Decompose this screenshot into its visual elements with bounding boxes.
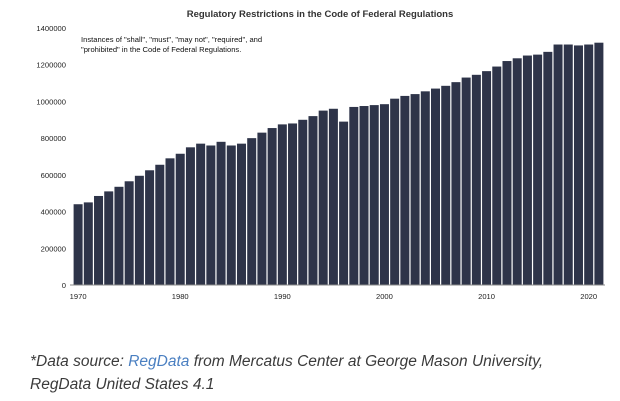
bar-2018 xyxy=(563,44,573,285)
source-prefix: *Data source: xyxy=(30,353,129,370)
bar-1996 xyxy=(339,121,349,286)
bar-1970 xyxy=(73,204,83,285)
bar-2006 xyxy=(441,85,451,285)
bar-1991 xyxy=(288,123,298,286)
x-tick-label: 2000 xyxy=(376,292,393,301)
bar-1979 xyxy=(165,158,175,285)
x-tick-label: 1980 xyxy=(172,292,189,301)
y-tick-label: 600000 xyxy=(41,171,66,180)
x-tick-label: 1970 xyxy=(70,292,87,301)
chart-title: Regulatory Restrictions in the Code of F… xyxy=(187,9,454,20)
bar-1995 xyxy=(328,108,338,286)
bar-2001 xyxy=(390,98,400,286)
bar-1972 xyxy=(94,195,104,285)
bar-1989 xyxy=(267,128,277,285)
bar-2014 xyxy=(522,55,532,285)
bar-1982 xyxy=(196,143,206,285)
x-tick-label: 1990 xyxy=(274,292,291,301)
bar-2000 xyxy=(379,104,389,286)
bar-1974 xyxy=(114,186,124,285)
bar-2019 xyxy=(573,45,583,285)
bar-1999 xyxy=(369,105,379,285)
bar-2004 xyxy=(420,91,430,285)
x-axis: 1970 1980 1990 2000 2010 2020 xyxy=(70,292,597,301)
y-tick-label: 1000000 xyxy=(36,97,66,106)
bar-1975 xyxy=(124,181,134,285)
bar-2016 xyxy=(543,51,553,285)
data-source-note: *Data source: RegData from Mercatus Cent… xyxy=(30,350,610,396)
bar-1988 xyxy=(257,132,267,285)
bar-1984 xyxy=(216,141,226,285)
bar-1980 xyxy=(175,153,185,285)
source-line-1: *Data source: RegData from Mercatus Cent… xyxy=(30,350,610,373)
bar-series xyxy=(73,42,604,286)
bar-2005 xyxy=(431,88,441,285)
y-tick-label: 200000 xyxy=(41,244,66,253)
bar-1994 xyxy=(318,110,328,285)
bar-2021 xyxy=(594,42,604,285)
bar-2015 xyxy=(533,54,543,286)
x-tick-label: 2010 xyxy=(478,292,495,301)
bar-2007 xyxy=(451,82,461,286)
bar-2008 xyxy=(461,77,471,285)
source-middle: from Mercatus Center at George Mason Uni… xyxy=(189,353,544,370)
bar-1990 xyxy=(277,124,287,286)
bar-chart: Regulatory Restrictions in the Code of F… xyxy=(36,9,605,301)
bar-2002 xyxy=(400,95,410,285)
bar-1986 xyxy=(236,143,246,285)
y-tick-label: 1200000 xyxy=(36,61,66,70)
bar-1971 xyxy=(83,202,93,285)
bar-2009 xyxy=(471,74,481,285)
bar-1985 xyxy=(226,145,236,285)
bar-1987 xyxy=(247,138,257,285)
y-tick-label: 0 xyxy=(62,281,66,290)
bar-1983 xyxy=(206,145,216,285)
bar-1973 xyxy=(104,191,114,285)
x-tick-label: 2020 xyxy=(580,292,597,301)
bar-1993 xyxy=(308,116,318,285)
bar-1978 xyxy=(155,164,165,285)
bar-1981 xyxy=(185,147,195,285)
y-axis: 0 200000 400000 600000 800000 1000000 1200000 1… xyxy=(36,24,66,290)
bar-2017 xyxy=(553,44,563,285)
annotation-line-1: Instances of "shall", "must", "may not",… xyxy=(81,35,262,44)
bar-2003 xyxy=(410,94,420,285)
bar-1998 xyxy=(359,106,369,286)
y-tick-label: 400000 xyxy=(41,208,66,217)
bar-2013 xyxy=(512,58,522,285)
bar-2010 xyxy=(482,71,492,285)
bar-1992 xyxy=(298,119,308,285)
y-tick-label: 1400000 xyxy=(36,24,66,33)
bar-2020 xyxy=(584,44,594,285)
chart-annotation: Instances of "shall", "must", "may not",… xyxy=(81,35,262,54)
bar-2012 xyxy=(502,61,512,285)
bar-1997 xyxy=(349,106,359,285)
bar-1976 xyxy=(134,175,144,285)
source-line-2: RegData United States 4.1 xyxy=(30,376,215,393)
y-tick-label: 800000 xyxy=(41,134,66,143)
bar-2011 xyxy=(492,66,502,285)
annotation-line-2: "prohibited" in the Code of Federal Regu… xyxy=(81,45,241,54)
regdata-link[interactable]: RegData xyxy=(128,353,190,370)
bar-1977 xyxy=(145,170,155,285)
